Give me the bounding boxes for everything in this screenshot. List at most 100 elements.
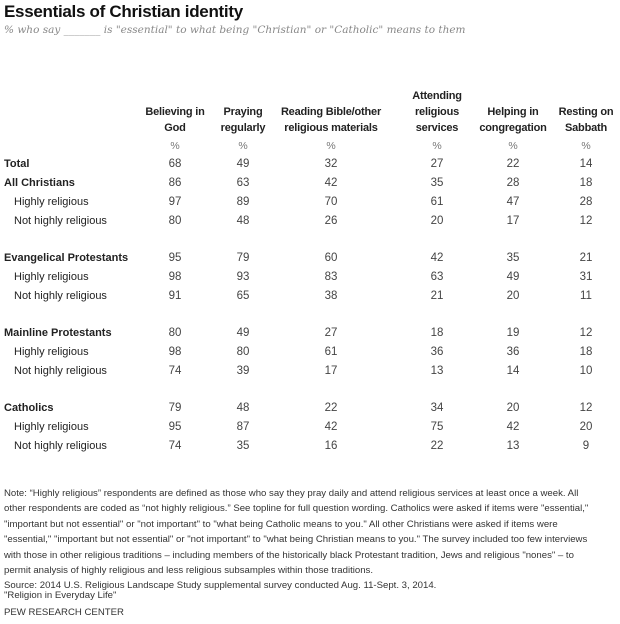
column-header-line: Reading Bible/other	[280, 106, 382, 118]
table-cell: 18	[579, 346, 593, 358]
table-cell: 70	[324, 196, 338, 208]
table-cell: 79	[236, 252, 250, 264]
column-header-line: Praying	[223, 106, 263, 118]
table-cell: 18	[430, 327, 444, 339]
table-cell: 63	[430, 271, 444, 283]
row-label: Highly religious	[14, 271, 89, 283]
column-header-line: Sabbath	[565, 122, 607, 134]
table-cell: 35	[236, 440, 250, 452]
column-header: Resting on Sabbath	[531, 88, 620, 136]
table-cell: 36	[430, 346, 444, 358]
table-cell: 13	[430, 365, 444, 377]
note-line: Source: 2014 U.S. Religious Landscape St…	[4, 580, 437, 592]
row-label: Highly religious	[14, 196, 89, 208]
row-label: Evangelical Protestants	[4, 252, 129, 264]
table-cell: 20	[579, 421, 593, 433]
table-cell: 22	[324, 402, 338, 414]
table-cell: 98	[168, 271, 182, 283]
table-cell: 80	[236, 346, 250, 358]
table-cell: 12	[579, 402, 593, 414]
table-cell: 61	[430, 196, 444, 208]
table-cell: 47	[506, 196, 520, 208]
note-line: with those in other religious traditions…	[4, 549, 574, 561]
table-cell: 97	[168, 196, 182, 208]
column-header-line: Attending	[412, 90, 462, 102]
table-cell: 91	[168, 290, 182, 302]
table-cell: 68	[168, 158, 182, 170]
table-cell: 13	[506, 440, 520, 452]
table-cell: 95	[168, 421, 182, 433]
row-label: Not highly religious	[14, 215, 107, 227]
page-title: Essentials of Christian identity	[4, 2, 243, 21]
unit-label: %	[170, 140, 180, 152]
table-cell: 20	[506, 290, 520, 302]
note-line: permit analysis of highly religious and …	[4, 565, 374, 577]
note: Note: “Highly religious” respondents are…	[4, 486, 588, 594]
table-cell: 95	[168, 252, 182, 264]
row-label: Highly religious	[14, 346, 89, 358]
table-cell: 49	[236, 158, 250, 170]
table-cell: 26	[324, 215, 338, 227]
column-header: Helping in congregation	[458, 88, 568, 136]
row-label: Not highly religious	[14, 365, 107, 377]
table-cell: 27	[430, 158, 444, 170]
column-header: Attending religious services	[382, 88, 492, 136]
table-cell: 19	[506, 327, 520, 339]
table-cell: 12	[579, 215, 593, 227]
table-cell: 74	[168, 440, 182, 452]
table-cell: 21	[579, 252, 593, 264]
table-cell: 10	[579, 365, 593, 377]
table-cell: 27	[324, 327, 338, 339]
table-cell: 80	[168, 215, 182, 227]
row-label: Total	[4, 158, 30, 170]
table-cell: 14	[579, 158, 593, 170]
table-cell: 83	[324, 271, 338, 283]
table-cell: 75	[430, 421, 444, 433]
table-cell: 42	[324, 421, 338, 433]
table-cell: 86	[168, 177, 182, 189]
column-header-line: congregation	[479, 122, 547, 134]
table-cell: 22	[506, 158, 520, 170]
table-cell: 28	[506, 177, 520, 189]
table-cell: 80	[168, 327, 182, 339]
table-cell: 14	[506, 365, 520, 377]
table-cell: 42	[506, 421, 520, 433]
table-cell: 61	[324, 346, 338, 358]
table-cell: 17	[324, 365, 338, 377]
table-cell: 17	[506, 215, 520, 227]
column-header: Believing in God	[120, 88, 230, 136]
table-cell: 48	[236, 215, 250, 227]
table-cell: 39	[236, 365, 250, 377]
table-cell: 63	[236, 177, 250, 189]
subtitle: % who say _______ is "essential" to what…	[4, 24, 466, 36]
table-cell: 9	[582, 440, 590, 452]
column-header-line: Helping in	[487, 106, 539, 118]
table-cell: 18	[579, 177, 593, 189]
row-label: All Christians	[4, 177, 75, 189]
organization: PEW RESEARCH CENTER	[4, 607, 124, 618]
row-label: Catholics	[4, 402, 54, 414]
note-line: "important but not essential" or "not im…	[4, 518, 558, 530]
table-cell: 42	[430, 252, 444, 264]
table-cell: 42	[324, 177, 338, 189]
table-cell: 87	[236, 421, 250, 433]
note-line: Note: “Highly religious” respondents are…	[4, 488, 579, 499]
note-line: other respondents are coded as “not high…	[4, 503, 589, 515]
column-header-line: regularly	[220, 122, 266, 134]
table-cell: 31	[579, 271, 593, 283]
table-cell: 35	[430, 177, 444, 189]
table-cell: 20	[506, 402, 520, 414]
table-cell: 12	[579, 327, 593, 339]
column-header: Reading Bible/other religious materials	[276, 88, 386, 136]
column-header-line: Believing in	[145, 106, 205, 118]
column-header-line: religious	[414, 106, 460, 118]
unit-label: %	[581, 140, 591, 152]
table-cell: 60	[324, 252, 338, 264]
report-name: "Religion in Everyday Life"	[4, 590, 117, 601]
table-cell: 79	[168, 402, 182, 414]
row-label: Not highly religious	[14, 440, 107, 452]
unit-label: %	[508, 140, 518, 152]
table-cell: 38	[324, 290, 338, 302]
table-cell: 34	[430, 402, 444, 414]
column-header-line: God	[164, 122, 186, 134]
